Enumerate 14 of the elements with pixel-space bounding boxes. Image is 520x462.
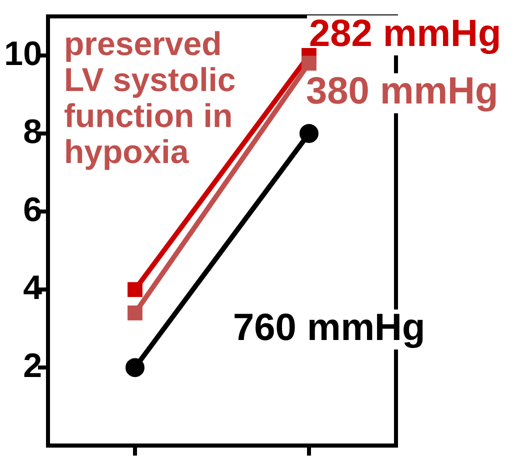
- point: [128, 282, 142, 297]
- series-label: 760 mmHg: [233, 306, 426, 349]
- y-tick-label: 6: [23, 190, 42, 229]
- point: [302, 56, 316, 71]
- y-tick-label: 2: [23, 346, 42, 385]
- y-tick-label: 8: [23, 112, 42, 151]
- annotation: preserved LV systolic function in hypoxia: [64, 25, 237, 170]
- series-label: 282 mmHg: [309, 12, 502, 55]
- y-tick-label: 10: [4, 34, 42, 73]
- y-tick-label: 4: [23, 268, 42, 307]
- point: [126, 358, 144, 378]
- point: [128, 305, 142, 320]
- series-label: 380 mmHg: [306, 70, 498, 113]
- point: [300, 124, 318, 143]
